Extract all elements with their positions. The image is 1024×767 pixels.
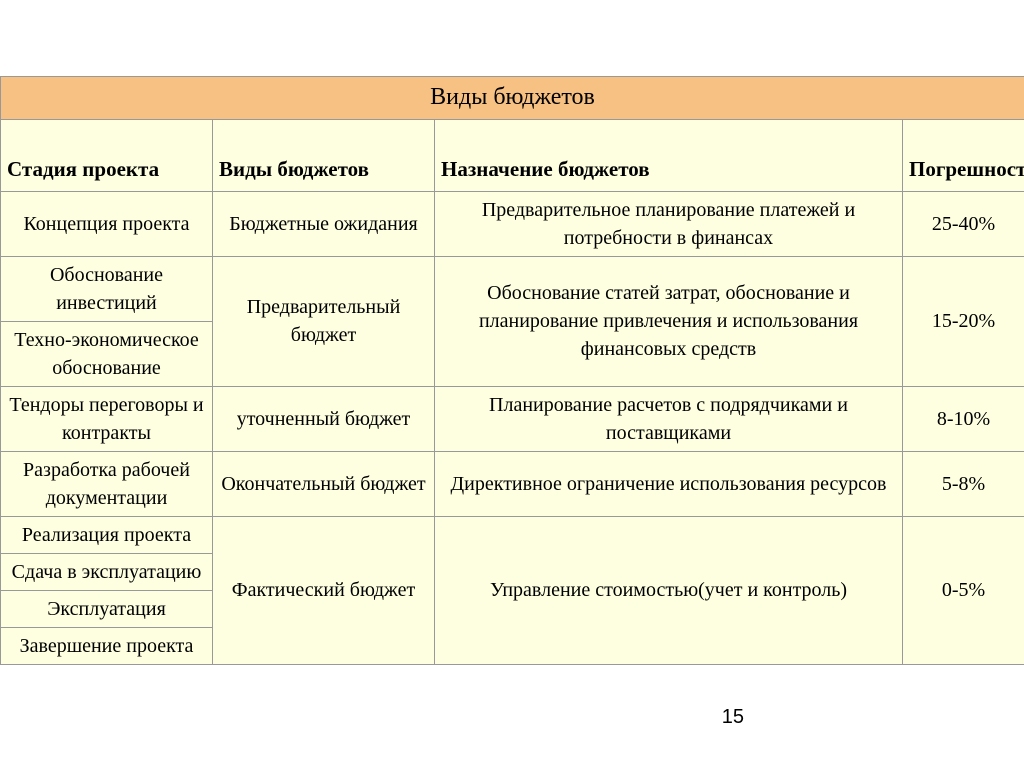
type-cell: Окончательный бюджет [213, 451, 435, 516]
purpose-cell: Обоснование статей затрат, обоснование и… [435, 256, 903, 386]
stage-cell: Разработка рабочей документации [1, 451, 213, 516]
stage-cell: Тендоры переговоры и контракты [1, 386, 213, 451]
stage-cell: Сдача в эксплуатацию [1, 553, 213, 590]
error-cell: 0-5% [903, 516, 1024, 664]
table-title: Виды бюджетов [1, 77, 1024, 120]
stage-cell: Обоснование инвестиций [1, 256, 213, 321]
col-purpose-header: Назначение бюджетов [435, 119, 903, 191]
table-row: Тендоры переговоры и контракты уточненны… [1, 386, 1024, 451]
stage-cell: Концепция проекта [1, 191, 213, 256]
title-row: Виды бюджетов [1, 77, 1024, 120]
purpose-cell: Управление стоимостью(учет и контроль) [435, 516, 903, 664]
purpose-cell: Директивное ограничение использования ре… [435, 451, 903, 516]
header-row: Стадия проекта Виды бюджетов Назначение … [1, 119, 1024, 191]
page-number: 15 [722, 706, 744, 729]
purpose-cell: Планирование расчетов с подрядчиками и п… [435, 386, 903, 451]
type-cell: Предварительный бюджет [213, 256, 435, 386]
stage-cell: Завершение проекта [1, 627, 213, 664]
col-type-header: Виды бюджетов [213, 119, 435, 191]
stage-cell: Реализация проекта [1, 516, 213, 553]
stage-cell: Техно-экономическое обоснование [1, 321, 213, 386]
table-row: Реализация проекта Фактический бюджет Уп… [1, 516, 1024, 553]
error-cell: 8-10% [903, 386, 1024, 451]
table-row: Разработка рабочей документации Окончате… [1, 451, 1024, 516]
slide-page: Виды бюджетов Стадия проекта Виды бюджет… [0, 0, 1024, 767]
stage-cell: Эксплуатация [1, 590, 213, 627]
table-row: Обоснование инвестиций Предварительный б… [1, 256, 1024, 321]
budget-table: Виды бюджетов Стадия проекта Виды бюджет… [0, 76, 1024, 665]
type-cell: Бюджетные ожидания [213, 191, 435, 256]
type-cell: Фактический бюджет [213, 516, 435, 664]
type-cell: уточненный бюджет [213, 386, 435, 451]
error-cell: 15-20% [903, 256, 1024, 386]
col-error-header: Погрешность [903, 119, 1024, 191]
error-cell: 5-8% [903, 451, 1024, 516]
purpose-cell: Предварительное планирование платежей и … [435, 191, 903, 256]
error-cell: 25-40% [903, 191, 1024, 256]
table-row: Концепция проекта Бюджетные ожидания Пре… [1, 191, 1024, 256]
col-stage-header: Стадия проекта [1, 119, 213, 191]
